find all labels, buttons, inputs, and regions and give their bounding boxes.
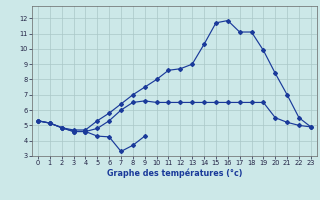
- X-axis label: Graphe des températures (°c): Graphe des températures (°c): [107, 169, 242, 178]
